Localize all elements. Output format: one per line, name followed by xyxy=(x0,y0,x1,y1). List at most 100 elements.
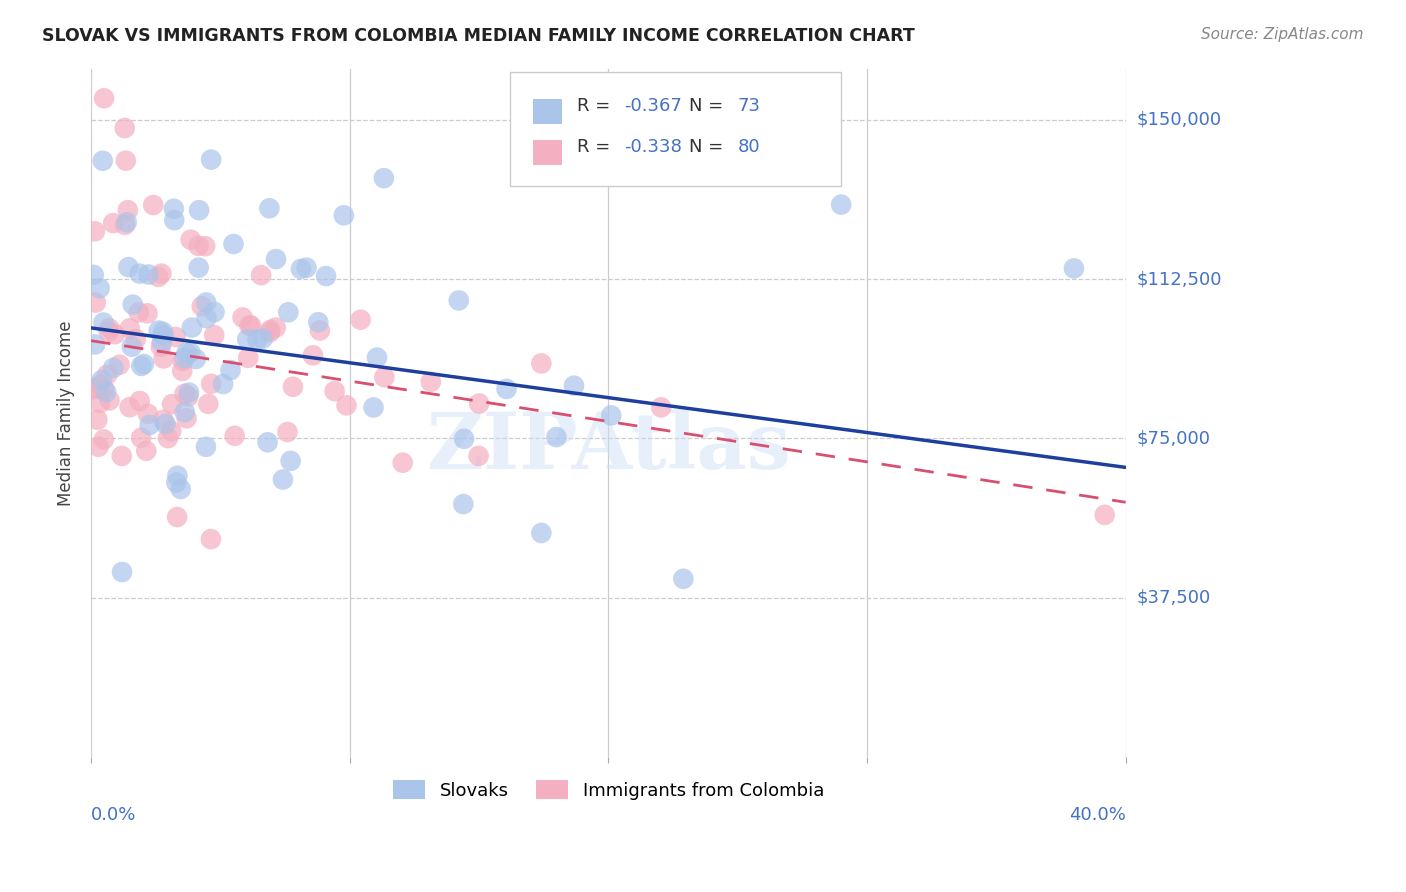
Point xyxy=(363,401,385,415)
Point xyxy=(259,202,281,216)
Point xyxy=(195,295,218,310)
Point xyxy=(271,473,294,487)
Point xyxy=(197,397,219,411)
Point xyxy=(149,340,172,354)
Point xyxy=(530,525,553,540)
Text: 80: 80 xyxy=(738,138,761,156)
Point xyxy=(152,413,174,427)
Point xyxy=(136,306,159,320)
Point xyxy=(219,363,242,377)
Point xyxy=(118,321,141,335)
Point xyxy=(89,378,111,392)
Point xyxy=(93,316,115,330)
Point xyxy=(163,213,186,227)
Point xyxy=(128,305,150,319)
Point xyxy=(129,359,152,373)
Text: N =: N = xyxy=(689,138,730,156)
Point xyxy=(349,312,371,326)
Point xyxy=(453,497,475,511)
Point xyxy=(302,348,325,362)
Point xyxy=(177,385,200,400)
Point xyxy=(467,449,489,463)
Point xyxy=(333,208,356,222)
Point xyxy=(202,328,225,343)
Point xyxy=(173,387,195,401)
Text: 73: 73 xyxy=(738,96,761,115)
Point xyxy=(187,239,209,253)
Point xyxy=(184,351,207,366)
Point xyxy=(373,370,395,384)
Point xyxy=(152,325,174,339)
Point xyxy=(391,456,413,470)
Point xyxy=(163,202,186,216)
Point xyxy=(98,393,121,408)
Legend: Slovaks, Immigrants from Colombia: Slovaks, Immigrants from Colombia xyxy=(382,770,835,810)
Point xyxy=(111,449,134,463)
FancyBboxPatch shape xyxy=(533,140,562,165)
Point xyxy=(132,357,155,371)
Point xyxy=(323,384,346,398)
Point xyxy=(447,293,470,308)
Point xyxy=(96,385,118,400)
Point xyxy=(256,435,278,450)
Point xyxy=(150,267,173,281)
Point xyxy=(121,297,143,311)
Text: -0.367: -0.367 xyxy=(624,96,682,115)
Point xyxy=(232,310,254,325)
Point xyxy=(190,299,212,313)
Point xyxy=(156,431,179,445)
Point xyxy=(89,281,111,295)
Point xyxy=(650,401,672,415)
Point xyxy=(307,315,329,329)
Point xyxy=(165,330,187,344)
Point xyxy=(562,378,585,392)
Point xyxy=(290,262,312,277)
Point xyxy=(188,203,211,218)
Y-axis label: Median Family Income: Median Family Income xyxy=(58,320,75,506)
Point xyxy=(128,267,150,281)
Point xyxy=(155,417,177,431)
Text: SLOVAK VS IMMIGRANTS FROM COLOMBIA MEDIAN FAMILY INCOME CORRELATION CHART: SLOVAK VS IMMIGRANTS FROM COLOMBIA MEDIA… xyxy=(42,27,915,45)
Point xyxy=(166,510,188,524)
Point xyxy=(84,295,107,310)
Point xyxy=(224,429,246,443)
Point xyxy=(200,153,222,167)
Text: R =: R = xyxy=(578,96,616,115)
Point xyxy=(152,351,174,366)
Point xyxy=(150,335,173,350)
Point xyxy=(83,382,105,396)
Point xyxy=(103,360,125,375)
Point xyxy=(84,337,107,351)
Point xyxy=(83,268,105,282)
Point xyxy=(200,532,222,546)
Point xyxy=(89,396,111,410)
Point xyxy=(530,356,553,370)
Point xyxy=(125,332,148,346)
Point xyxy=(104,327,127,342)
Point xyxy=(264,252,287,266)
Point xyxy=(830,197,852,211)
Point xyxy=(277,305,299,319)
Point xyxy=(1094,508,1116,522)
Text: $37,500: $37,500 xyxy=(1137,589,1211,607)
Point xyxy=(246,332,269,346)
Point xyxy=(264,320,287,334)
Point xyxy=(419,375,441,389)
Point xyxy=(176,411,198,425)
Point xyxy=(93,382,115,396)
Point xyxy=(84,381,107,395)
Point xyxy=(138,417,160,432)
Point xyxy=(280,454,302,468)
Point xyxy=(187,260,209,275)
Point xyxy=(98,321,121,335)
Point xyxy=(129,431,152,445)
Point xyxy=(200,376,222,391)
Point xyxy=(250,268,273,282)
Point xyxy=(180,233,202,247)
Point xyxy=(165,475,187,490)
Text: ZIPAtlas: ZIPAtlas xyxy=(426,409,790,485)
Point xyxy=(84,224,107,238)
Point xyxy=(117,260,139,274)
Point xyxy=(373,171,395,186)
Text: $150,000: $150,000 xyxy=(1137,111,1222,128)
